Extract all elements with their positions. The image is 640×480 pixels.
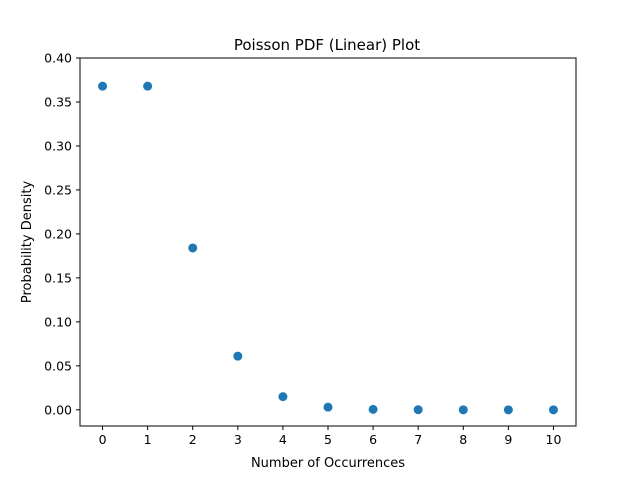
x-tick-label: 0 <box>99 432 107 447</box>
y-tick-label: 0.25 <box>44 182 72 197</box>
data-point <box>368 404 378 414</box>
x-tick-label: 1 <box>144 432 152 447</box>
x-tick-label: 7 <box>414 432 422 447</box>
x-tick-label: 4 <box>279 432 287 447</box>
data-point <box>323 402 333 412</box>
axes-frame <box>79 57 577 427</box>
y-tick-label: 0.30 <box>44 138 72 153</box>
x-tick-label: 10 <box>546 432 562 447</box>
y-tick-label: 0.15 <box>44 270 72 285</box>
x-tick-label: 5 <box>324 432 332 447</box>
x-tick-label: 3 <box>234 432 242 447</box>
data-point <box>458 405 468 415</box>
x-tick-label: 8 <box>459 432 467 447</box>
data-point <box>143 81 153 91</box>
chart-title: Poisson PDF (Linear) Plot <box>234 36 420 54</box>
x-tick-label: 9 <box>504 432 512 447</box>
data-point <box>98 81 108 91</box>
x-axis-label: Number of Occurrences <box>251 456 405 471</box>
y-tick-label: 0.35 <box>44 94 72 109</box>
y-tick-label: 0.40 <box>44 51 72 66</box>
data-point <box>233 351 243 361</box>
x-tick-label: 6 <box>369 432 377 447</box>
y-axis-label: Probability Density <box>20 181 35 304</box>
data-point <box>278 392 288 402</box>
y-tick-label: 0.10 <box>44 314 72 329</box>
data-point <box>413 405 423 415</box>
y-tick-label: 0.05 <box>44 358 72 373</box>
data-point <box>503 405 513 415</box>
y-tick-label: 0.00 <box>44 402 72 417</box>
data-point <box>188 243 198 253</box>
plot-area <box>98 81 558 415</box>
data-point <box>548 405 558 415</box>
y-tick-label: 0.20 <box>44 226 72 241</box>
x-tick-label: 2 <box>189 432 197 447</box>
